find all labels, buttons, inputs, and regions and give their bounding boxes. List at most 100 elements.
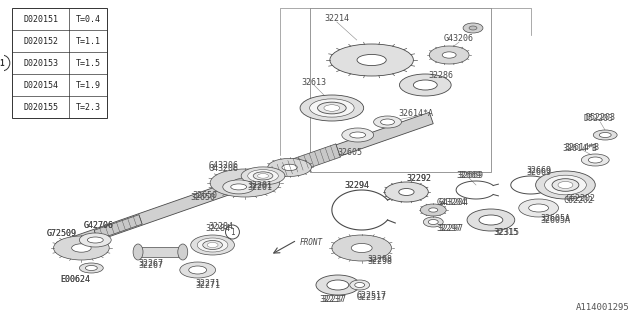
Ellipse shape (357, 54, 387, 66)
Text: G72509: G72509 (47, 228, 77, 237)
Ellipse shape (189, 266, 207, 274)
Ellipse shape (54, 236, 109, 260)
Text: D52203: D52203 (583, 114, 613, 123)
Bar (12, 8, 108, 118)
Ellipse shape (133, 244, 143, 260)
Ellipse shape (519, 199, 559, 217)
Ellipse shape (529, 204, 548, 212)
Ellipse shape (350, 280, 370, 290)
Ellipse shape (385, 182, 428, 202)
Ellipse shape (316, 275, 360, 295)
Text: 32669: 32669 (526, 165, 551, 174)
Ellipse shape (558, 181, 573, 188)
Text: A114001295: A114001295 (576, 303, 630, 312)
Ellipse shape (581, 154, 609, 166)
Polygon shape (94, 215, 142, 240)
Ellipse shape (253, 172, 273, 180)
Ellipse shape (282, 164, 298, 171)
Ellipse shape (428, 220, 438, 225)
Text: 32669: 32669 (458, 171, 484, 180)
Text: 32237: 32237 (319, 295, 344, 305)
Text: T=1.5: T=1.5 (76, 59, 101, 68)
Ellipse shape (479, 215, 503, 225)
Ellipse shape (413, 80, 437, 90)
Ellipse shape (399, 74, 451, 96)
Ellipse shape (223, 180, 255, 194)
Text: G43206: G43206 (208, 161, 238, 171)
Text: 32298: 32298 (367, 258, 392, 267)
Ellipse shape (210, 169, 280, 197)
Bar (138, 247, 183, 257)
Text: D020151: D020151 (23, 14, 58, 23)
Ellipse shape (536, 171, 595, 199)
Ellipse shape (233, 178, 257, 188)
Ellipse shape (178, 244, 188, 260)
Text: 32294: 32294 (344, 180, 369, 189)
Ellipse shape (197, 238, 228, 252)
Ellipse shape (342, 128, 374, 142)
Text: 1: 1 (230, 228, 235, 236)
Ellipse shape (381, 119, 394, 125)
Ellipse shape (351, 244, 372, 252)
Text: 32605A: 32605A (541, 213, 570, 222)
Text: 32605A: 32605A (541, 215, 570, 225)
Text: T=1.1: T=1.1 (76, 36, 101, 45)
Text: 32614*A: 32614*A (399, 108, 434, 117)
Ellipse shape (257, 174, 269, 178)
Ellipse shape (327, 280, 349, 290)
Ellipse shape (79, 263, 103, 273)
Ellipse shape (324, 105, 340, 111)
Text: D020153: D020153 (23, 59, 58, 68)
Text: 32315: 32315 (494, 228, 519, 236)
Ellipse shape (317, 102, 346, 114)
Text: 32669: 32669 (526, 167, 551, 177)
Ellipse shape (310, 99, 354, 117)
Ellipse shape (191, 235, 234, 255)
Text: D020152: D020152 (23, 36, 58, 45)
Text: 32237: 32237 (321, 295, 346, 305)
Ellipse shape (442, 52, 456, 58)
Text: 32284: 32284 (205, 223, 230, 233)
Bar (310, 8, 491, 172)
Polygon shape (56, 112, 433, 254)
Text: 32614*B: 32614*B (565, 142, 600, 151)
Text: D020155: D020155 (23, 102, 58, 111)
Text: 32286: 32286 (429, 70, 454, 79)
Text: G72509: G72509 (47, 228, 77, 237)
Ellipse shape (423, 217, 443, 227)
Text: 32294: 32294 (344, 180, 369, 189)
Text: T=1.9: T=1.9 (76, 81, 101, 90)
Text: E00624: E00624 (60, 276, 90, 284)
Text: 32292: 32292 (407, 173, 432, 182)
Text: G43206: G43206 (444, 34, 474, 43)
Ellipse shape (87, 237, 103, 243)
Ellipse shape (420, 204, 446, 216)
Ellipse shape (332, 235, 392, 261)
Text: G43204: G43204 (436, 197, 466, 206)
Text: T=2.3: T=2.3 (76, 102, 101, 111)
Text: 32201: 32201 (247, 183, 272, 192)
Text: 32297: 32297 (436, 223, 461, 233)
Ellipse shape (350, 132, 365, 138)
Text: FRONT: FRONT (300, 237, 323, 246)
Ellipse shape (203, 241, 223, 250)
Text: 32271: 32271 (195, 278, 220, 287)
Ellipse shape (300, 95, 364, 121)
Ellipse shape (180, 262, 216, 278)
Ellipse shape (588, 157, 602, 163)
Text: C62202: C62202 (563, 196, 593, 204)
Ellipse shape (231, 184, 246, 190)
Text: 32214: 32214 (324, 13, 349, 22)
Ellipse shape (399, 188, 414, 196)
Text: 32267: 32267 (138, 259, 163, 268)
Text: G22517: G22517 (356, 293, 387, 302)
Text: 32650: 32650 (193, 190, 218, 199)
Text: 32605: 32605 (337, 148, 362, 156)
Text: G42706: G42706 (83, 220, 113, 229)
Text: E00624: E00624 (60, 276, 90, 284)
Ellipse shape (467, 209, 515, 231)
Ellipse shape (429, 46, 469, 64)
Text: 32271: 32271 (195, 281, 220, 290)
Ellipse shape (72, 244, 91, 252)
Ellipse shape (593, 130, 617, 140)
